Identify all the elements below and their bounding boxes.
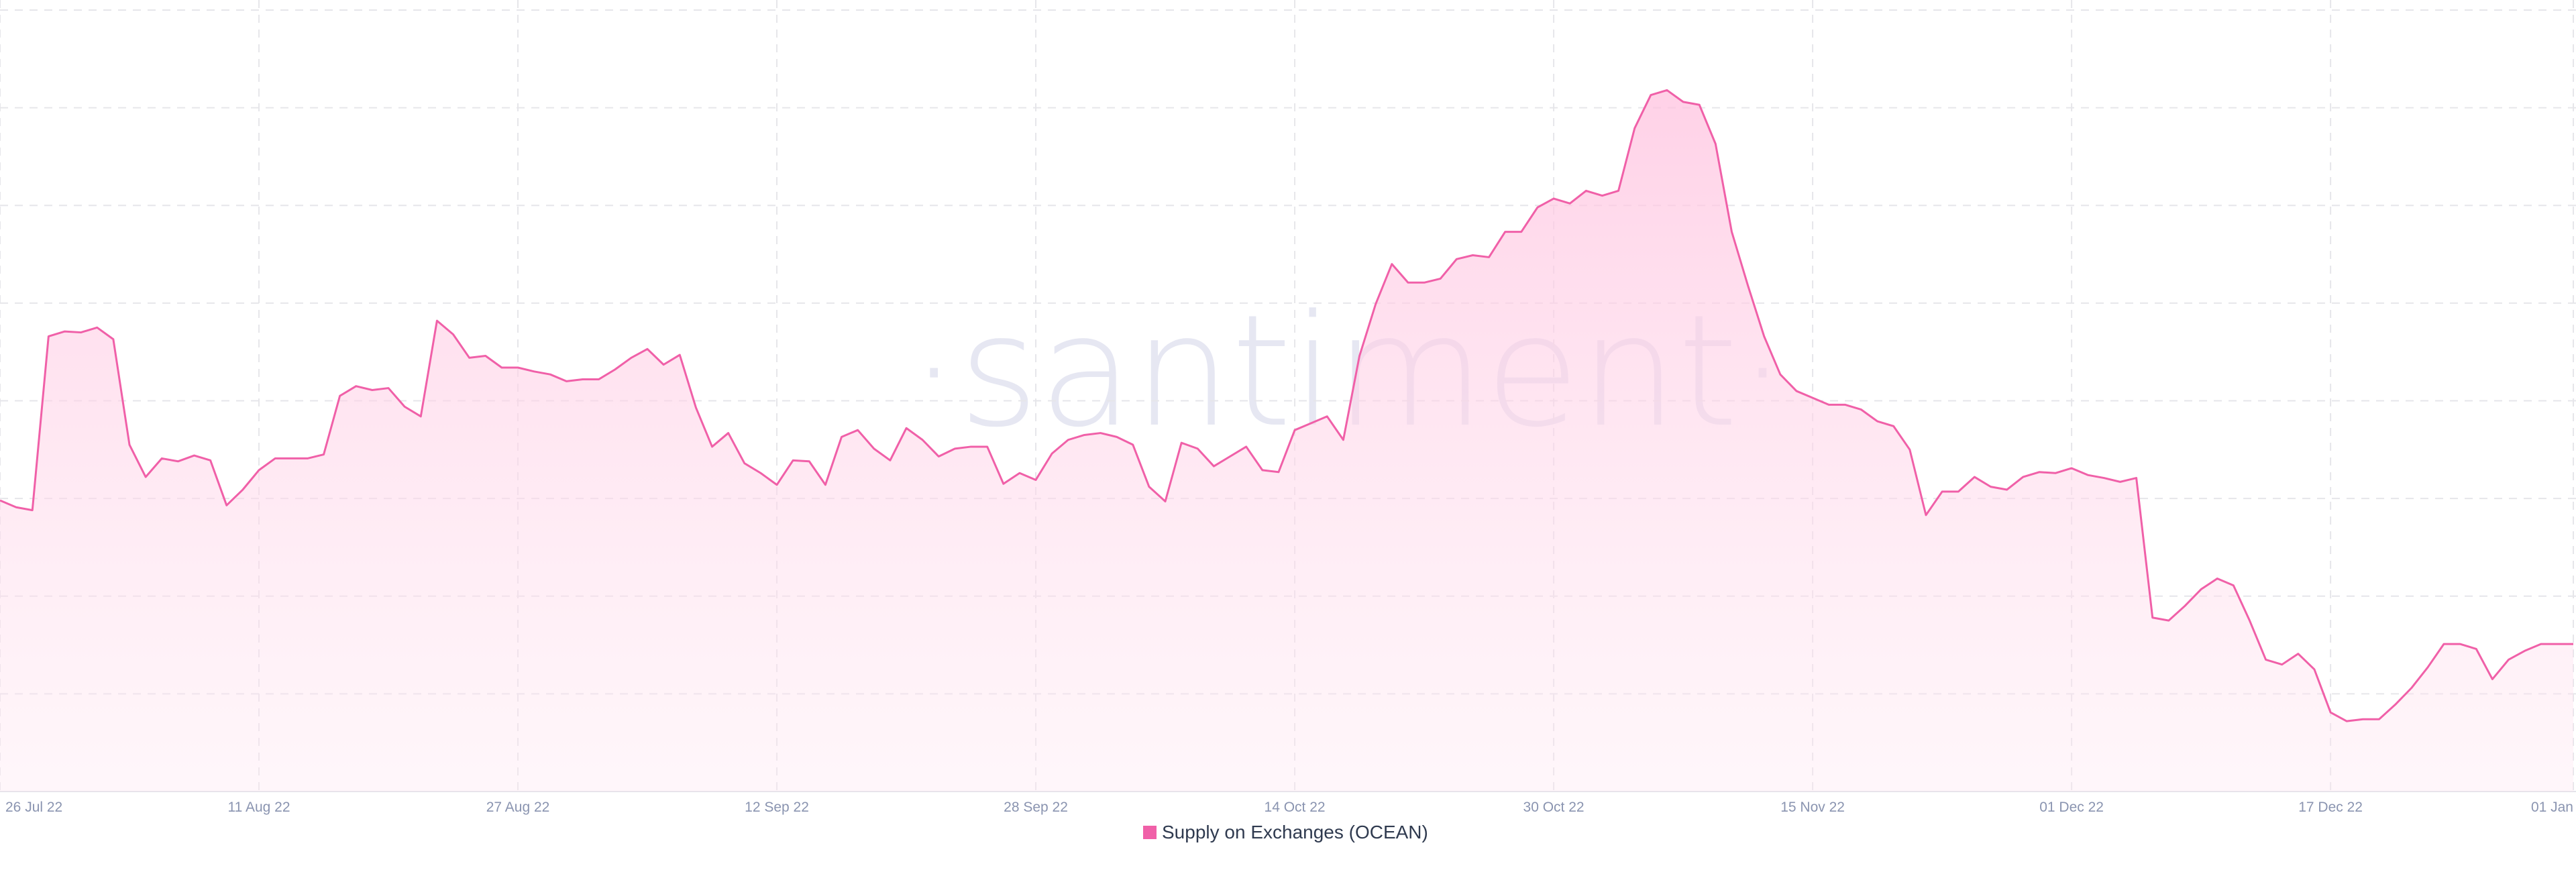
x-tick-label: 12 Sep 22 [745, 800, 809, 815]
area-fill [0, 90, 2573, 792]
x-tick-label: 17 Dec 22 [2298, 800, 2363, 815]
x-tick-label: 30 Oct 22 [1523, 800, 1585, 815]
x-tick-label: 27 Aug 22 [486, 800, 550, 815]
x-tick-label: 26 Jul 22 [5, 800, 62, 815]
legend-swatch [1143, 826, 1157, 839]
line [0, 89, 2573, 722]
x-tick-label: 01 Dec 22 [2039, 800, 2104, 815]
legend-label: Supply on Exchanges (OCEAN) [1162, 822, 1428, 842]
x-tick-label: 01 Jan [2531, 800, 2573, 815]
x-tick-label: 28 Sep 22 [1004, 800, 1068, 815]
x-tick-label: 14 Oct 22 [1265, 800, 1326, 815]
x-tick-label: 15 Nov 22 [1780, 800, 1845, 815]
x-tick-label: 11 Aug 22 [227, 800, 290, 815]
